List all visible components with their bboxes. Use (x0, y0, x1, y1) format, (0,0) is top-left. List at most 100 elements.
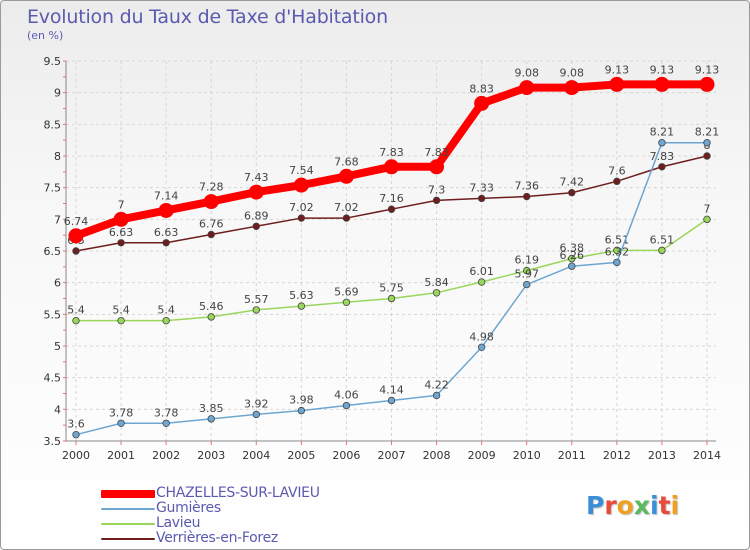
data-label: 4.14 (379, 383, 404, 396)
data-label: 8.21 (695, 126, 720, 139)
x-tick-label: 2014 (693, 449, 721, 462)
data-point (477, 278, 486, 286)
data-point (297, 406, 306, 415)
data-point (658, 163, 666, 171)
y-tick-label: 3.5 (44, 435, 62, 448)
legend-swatch (101, 523, 155, 525)
data-point (68, 228, 84, 244)
data-point (387, 294, 396, 303)
data-label: 7.43 (244, 171, 269, 184)
data-label: 7.6 (608, 164, 626, 177)
x-tick-label: 2012 (603, 449, 631, 462)
logo-letter: r (604, 491, 617, 520)
data-label: 7.33 (469, 181, 494, 194)
data-point (248, 184, 264, 200)
data-label: 3.98 (289, 394, 314, 407)
data-point (613, 246, 621, 255)
data-label: 4.06 (334, 389, 359, 402)
data-point (432, 391, 441, 400)
data-point (523, 266, 531, 275)
data-point (429, 159, 445, 175)
data-label: 3.78 (109, 406, 134, 419)
data-label: 8.83 (469, 82, 494, 95)
data-point (162, 316, 170, 325)
data-point (252, 222, 260, 230)
y-tick-label: 6 (54, 277, 61, 290)
y-tick-label: 8.5 (44, 118, 62, 131)
data-point (384, 159, 399, 175)
data-point (703, 152, 711, 160)
data-point (72, 247, 80, 255)
data-point (117, 419, 125, 427)
data-point (207, 313, 215, 321)
data-point (703, 215, 711, 224)
data-point (162, 419, 170, 427)
data-point (564, 80, 580, 96)
chart-title: Evolution du Taux de Taxe d'Habitation (27, 6, 388, 28)
legend-label: Lavieu (156, 515, 201, 531)
logo-letter: x (633, 491, 650, 520)
data-label: 7.16 (379, 192, 404, 205)
legend-swatch (101, 538, 155, 540)
data-label: 5.4 (112, 304, 130, 317)
data-label: 7 (118, 198, 125, 211)
data-label: 4.22 (424, 378, 449, 391)
data-point (297, 214, 306, 222)
data-label: 5.97 (514, 268, 539, 281)
data-label: 6.63 (154, 226, 179, 239)
data-label: 7.83 (424, 146, 449, 159)
data-point (117, 239, 125, 247)
data-label: 7.83 (379, 146, 404, 159)
chart-subtitle: (en %) (27, 29, 64, 42)
data-point (609, 76, 625, 92)
data-label: 3.78 (154, 406, 179, 419)
data-label: 6.01 (469, 265, 494, 278)
data-point (338, 168, 354, 184)
data-label: 5.46 (199, 300, 224, 313)
data-label: 6.32 (605, 245, 630, 258)
data-label: 9.13 (650, 63, 675, 76)
data-label: 3.85 (199, 402, 224, 415)
data-point (519, 80, 535, 96)
x-tick-label: 2006 (332, 449, 360, 462)
data-point (568, 262, 576, 270)
data-point (207, 230, 215, 239)
data-point (252, 410, 260, 419)
data-point (203, 194, 219, 210)
data-label: 7.3 (428, 183, 446, 196)
data-label: 9.13 (695, 63, 720, 76)
data-label: 5.69 (334, 285, 359, 298)
data-label: 8.21 (650, 126, 675, 139)
data-label: 7.02 (334, 201, 359, 214)
data-point (568, 189, 576, 197)
x-tick-label: 2013 (648, 449, 676, 462)
data-label: 6.63 (109, 226, 134, 239)
data-label: 5.4 (157, 304, 175, 317)
data-point (293, 177, 309, 193)
y-tick-label: 7.5 (44, 182, 62, 195)
y-tick-label: 4.5 (44, 372, 62, 385)
data-point (342, 298, 351, 306)
legend-label: CHAZELLES-SUR-LAVIEU (156, 485, 320, 501)
logo-letter: t (658, 491, 671, 520)
data-point (703, 138, 711, 147)
data-label: 5.63 (289, 289, 314, 302)
x-tick-label: 2002 (152, 449, 180, 462)
data-point (158, 202, 174, 218)
data-point (113, 211, 129, 227)
data-label: 7.68 (334, 155, 359, 168)
data-point (162, 239, 170, 247)
data-point (477, 194, 486, 203)
x-tick-label: 2008 (423, 449, 451, 462)
data-point (654, 76, 670, 92)
data-point (432, 289, 441, 297)
data-label: 4.98 (469, 330, 494, 343)
y-tick-label: 9 (54, 87, 61, 100)
data-label: 6.74 (64, 215, 89, 228)
data-point (342, 401, 351, 410)
data-label: 3.6 (67, 418, 85, 431)
data-label: 5.84 (424, 276, 449, 289)
data-point (658, 246, 666, 255)
data-label: 6.89 (244, 209, 269, 222)
data-label: 3.92 (244, 397, 269, 410)
